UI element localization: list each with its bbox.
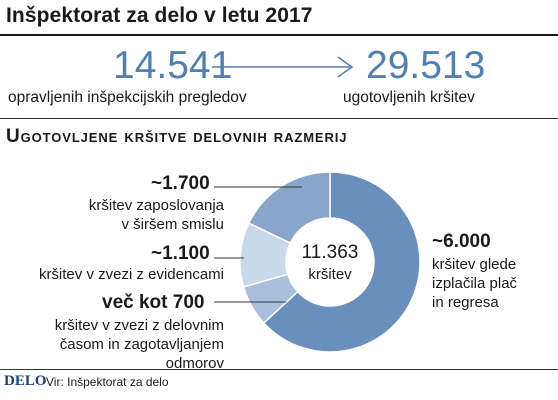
working-time-value: več kot 700 [102, 292, 205, 313]
source-note: Vir: Inšpektorat za delo [46, 375, 169, 389]
pay-text-line: in regresa [432, 294, 499, 311]
inspections-value: 14.541 [113, 44, 233, 87]
employment-text-line: v širšem smislu [121, 216, 224, 233]
center-total-label: kršitev [308, 266, 352, 283]
violations-value: 29.513 [366, 44, 486, 87]
slice-employment [247, 171, 331, 245]
records-value: ~1.100 [151, 243, 210, 264]
pay-text-line: kršitev glede [432, 256, 517, 273]
delo-logo: DELO [4, 373, 47, 389]
employment-text: kršitev zaposlovanja v širšem smislu [62, 196, 224, 234]
records-text: kršitev v zvezi z evidencami [10, 265, 224, 284]
records-text-line: kršitev v zvezi z evidencami [38, 266, 224, 283]
working-time-text-line: odmorov [165, 355, 224, 372]
pay-text-line: izplačila plač [432, 275, 518, 292]
employment-value: ~1.700 [151, 173, 210, 194]
violations-label: ugotovljenih kršitev [343, 89, 475, 106]
working-time-text: kršitev v zvezi z delovnim časom in zago… [10, 316, 224, 373]
inspections-label: opravljenih inšpekcijskih pregledov [8, 89, 247, 106]
section-divider [0, 118, 558, 119]
section-title: Ugotovljene kršitve delovnih razmerij [6, 126, 348, 147]
leader-lines [214, 186, 302, 303]
page-title: Inšpektorat za delo v letu 2017 [6, 4, 313, 27]
footer-divider [0, 369, 558, 370]
arrow-icon [212, 56, 354, 78]
employment-text-line: kršitev zaposlovanja [88, 197, 224, 214]
center-total-value: 11.363 [301, 242, 359, 263]
donut-slices [239, 171, 421, 353]
title-underline [0, 34, 558, 36]
working-time-text-line: časom in zagotavljanjem [59, 336, 224, 353]
pay-text: kršitev glede izplačila plač in regresa [432, 255, 517, 312]
working-time-text-line: kršitev v zvezi z delovnim [54, 317, 224, 334]
pay-value: ~6.000 [432, 231, 491, 252]
slice-pay [262, 171, 421, 353]
